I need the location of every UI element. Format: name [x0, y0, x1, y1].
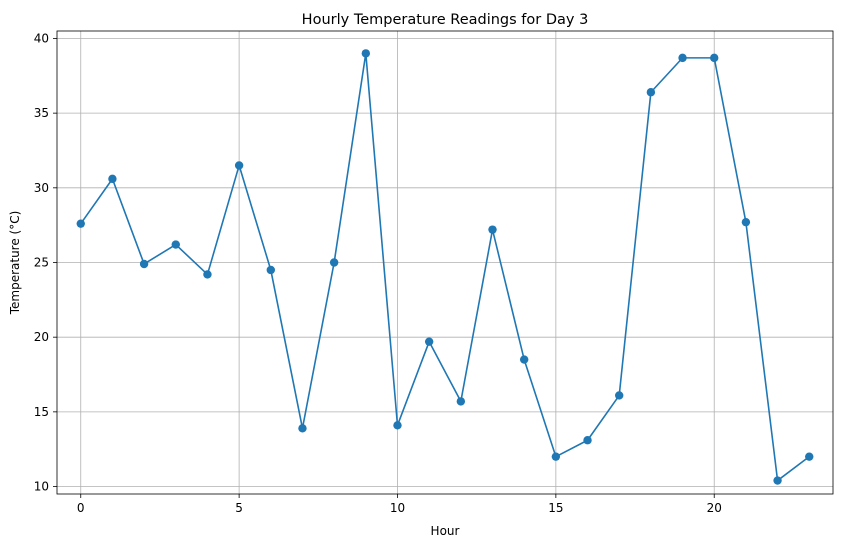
x-tick-label: 20	[707, 501, 722, 515]
data-point-marker	[108, 174, 117, 184]
grid-lines	[57, 31, 833, 494]
x-axis-label: Hour	[431, 524, 460, 538]
y-tick-label: 15	[34, 405, 49, 419]
x-tick-label: 5	[235, 501, 243, 515]
data-point-marker	[266, 265, 275, 275]
y-tick-label: 25	[34, 256, 49, 270]
data-point-marker	[361, 49, 371, 58]
x-tick-label: 15	[548, 501, 563, 515]
y-tick-label: 10	[34, 480, 49, 494]
y-tick-label: 20	[34, 330, 49, 344]
y-tick-label: 35	[34, 106, 49, 120]
data-point-marker	[393, 421, 402, 430]
data-point-marker	[583, 436, 592, 445]
data-point-marker	[773, 476, 782, 485]
y-tick-label: 40	[34, 31, 49, 45]
y-tick-label: 30	[34, 181, 49, 195]
data-point-marker	[805, 452, 814, 461]
data-point-marker	[678, 53, 687, 63]
data-point-marker	[488, 225, 497, 234]
x-tick-label: 0	[77, 501, 85, 515]
chart-title: Hourly Temperature Readings for Day 3	[302, 12, 589, 28]
y-axis-ticks: 10 15 20 25 30 35 40	[34, 31, 57, 494]
data-point-marker	[551, 452, 561, 461]
data-point-marker	[615, 391, 624, 400]
data-point-marker	[424, 337, 434, 346]
data-point-marker	[519, 355, 529, 364]
x-tick-label: 10	[390, 501, 405, 515]
y-axis-label: Temperature (°C)	[8, 211, 22, 316]
data-point-marker	[234, 161, 244, 170]
data-point-marker	[203, 270, 212, 279]
data-point-marker	[139, 259, 149, 269]
x-axis-ticks: 0 5 10 15 20	[77, 494, 722, 515]
data-point-marker	[710, 53, 719, 63]
data-point-marker	[456, 397, 466, 406]
data-point-marker	[298, 424, 307, 433]
data-point-marker	[646, 88, 656, 97]
data-point-marker	[741, 217, 751, 227]
series-layer	[76, 49, 814, 485]
series-line	[80, 52, 810, 482]
data-point-marker	[171, 240, 180, 249]
data-point-marker	[329, 258, 339, 267]
data-point-marker	[76, 219, 85, 228]
